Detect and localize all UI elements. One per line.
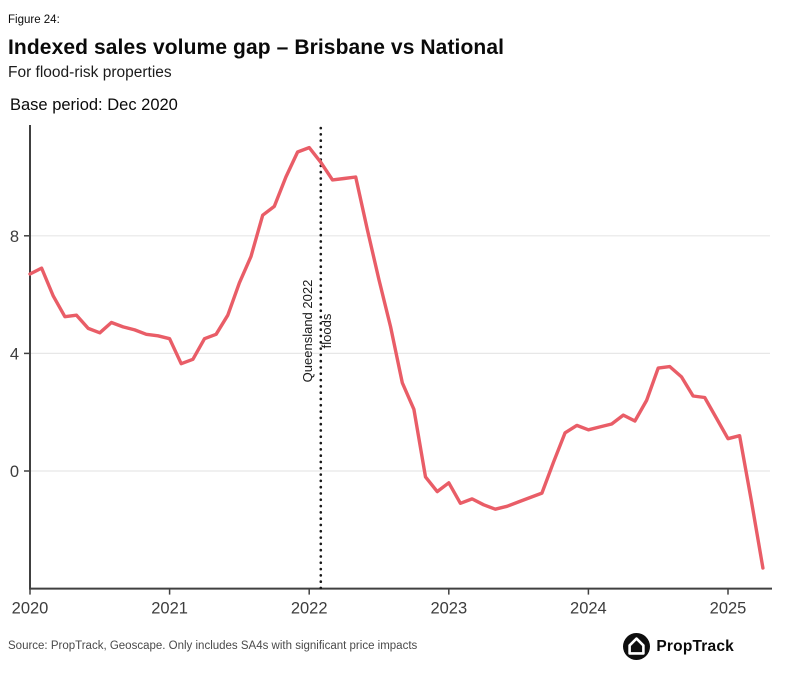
data-line-brisbane-vs-national xyxy=(28,145,765,570)
x-tick-label-2024: 2024 xyxy=(570,600,607,618)
flood-annotation-label: Queensland 2022 floods xyxy=(298,246,338,416)
x-tick-label-2021: 2021 xyxy=(151,600,188,618)
line-chart: 0 4 8 2020 2021 2022 2023 2024 2025 Queensland 2… xyxy=(0,118,786,618)
x-tick-label-2022: 2022 xyxy=(291,600,328,618)
source-note: Source: PropTrack, Geoscape. Only includ… xyxy=(8,640,418,652)
y-tick-label-0: 0 xyxy=(10,463,19,481)
x-tick-label-2023: 2023 xyxy=(430,600,467,618)
y-tick-label-8: 8 xyxy=(10,228,19,246)
brand-logo-block: PropTrack xyxy=(623,633,734,660)
flood-annotation-line2: floods xyxy=(319,313,334,349)
flood-annotation-line1: Queensland 2022 xyxy=(300,279,315,383)
chart-canvas: 0 4 8 2020 2021 2022 2023 2024 2025 xyxy=(10,125,772,618)
x-tick-label-2025: 2025 xyxy=(710,600,747,618)
proptrack-logo-icon xyxy=(623,633,651,660)
y-tick-label-4: 4 xyxy=(10,345,19,363)
brand-name: PropTrack xyxy=(656,637,734,655)
x-tick-label-2020: 2020 xyxy=(12,600,49,618)
figure-label: Figure 24: xyxy=(8,14,60,26)
chart-subtitle: For flood-risk properties xyxy=(8,64,172,81)
page-title: Indexed sales volume gap – Brisbane vs N… xyxy=(8,36,505,59)
base-period-note: Base period: Dec 2020 xyxy=(10,96,178,114)
